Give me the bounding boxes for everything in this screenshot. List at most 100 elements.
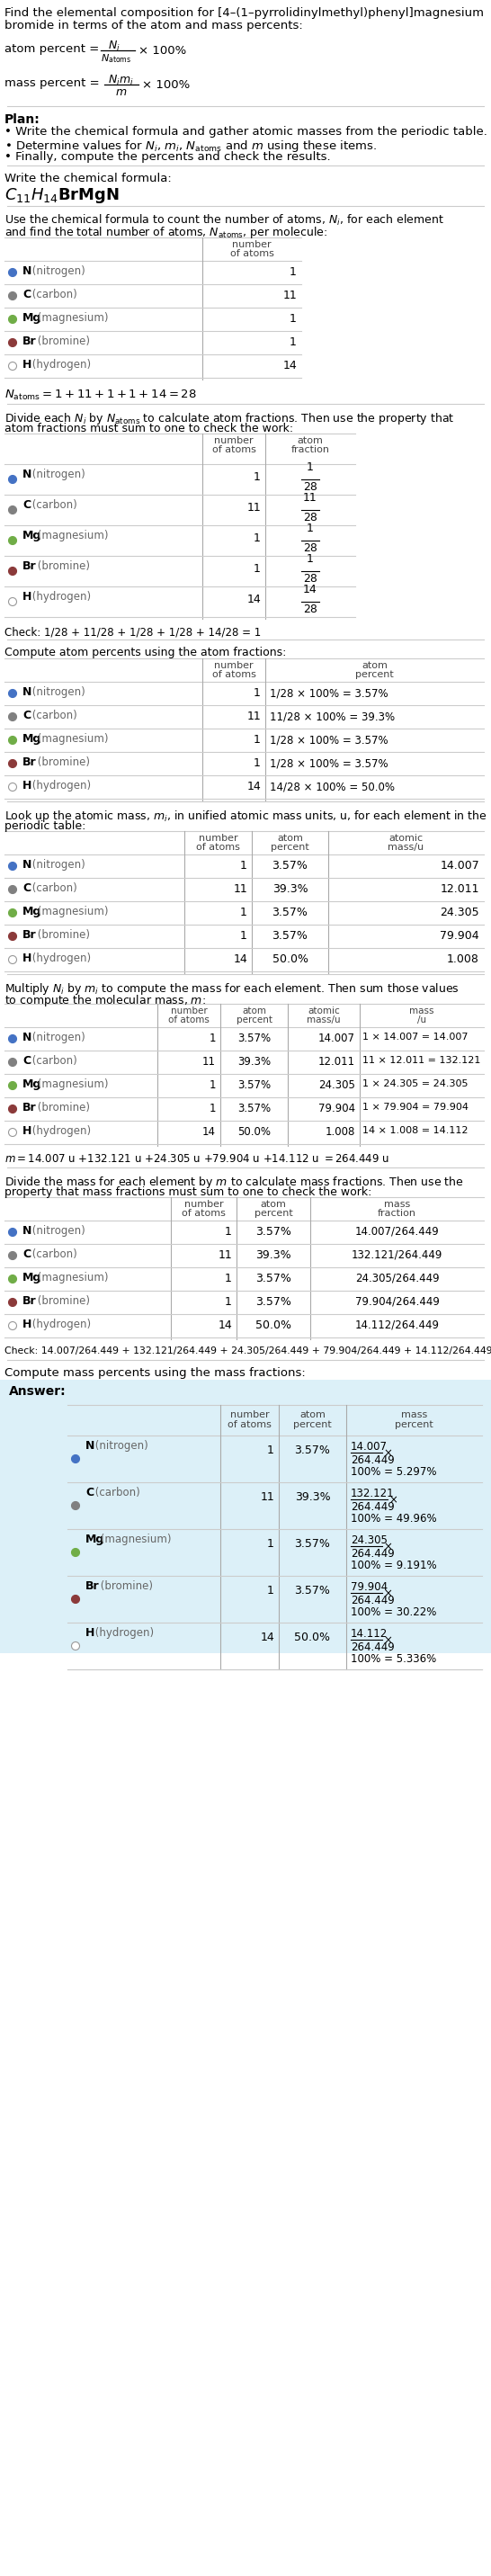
Text: 100% = 49.96%: 100% = 49.96% — [351, 1512, 436, 1525]
Circle shape — [8, 1298, 17, 1306]
Text: of atoms: of atoms — [196, 842, 240, 853]
Text: 1/28 × 100% = 3.57%: 1/28 × 100% = 3.57% — [270, 734, 388, 744]
Text: Br: Br — [23, 930, 36, 940]
Text: 11: 11 — [246, 502, 261, 513]
Text: 3.57%: 3.57% — [255, 1273, 291, 1285]
Text: atomic: atomic — [308, 1007, 340, 1015]
Text: 1/28 × 100% = 3.57%: 1/28 × 100% = 3.57% — [270, 757, 388, 770]
Circle shape — [8, 1252, 17, 1260]
Text: Compute mass percents using the mass fractions:: Compute mass percents using the mass fra… — [4, 1368, 305, 1378]
Text: mass percent =: mass percent = — [4, 77, 103, 90]
Text: 100% = 9.191%: 100% = 9.191% — [351, 1558, 436, 1571]
Text: percent: percent — [355, 670, 394, 680]
Circle shape — [8, 598, 17, 605]
Text: 264.449: 264.449 — [351, 1595, 395, 1607]
Circle shape — [8, 933, 17, 940]
Text: N: N — [23, 685, 32, 698]
Text: 28: 28 — [303, 544, 317, 554]
Text: 39.3%: 39.3% — [255, 1249, 291, 1262]
Circle shape — [8, 1229, 17, 1236]
Text: 14: 14 — [246, 781, 261, 793]
Text: Br: Br — [23, 1103, 36, 1113]
Circle shape — [8, 1082, 17, 1090]
Text: H: H — [85, 1628, 95, 1638]
Text: percent: percent — [293, 1419, 332, 1430]
Text: N: N — [85, 1440, 95, 1453]
Text: N: N — [23, 1030, 32, 1043]
Text: Answer:: Answer: — [9, 1386, 66, 1399]
Text: N: N — [23, 265, 32, 278]
Text: ×: × — [384, 1587, 393, 1600]
Text: fraction: fraction — [291, 446, 329, 453]
Text: 3.57%: 3.57% — [255, 1296, 291, 1309]
Text: (nitrogen): (nitrogen) — [29, 1030, 85, 1043]
Text: 1: 1 — [225, 1226, 232, 1236]
Text: C: C — [23, 289, 30, 301]
Text: $C_{11}H_{14}$BrMgN: $C_{11}H_{14}$BrMgN — [4, 185, 120, 206]
Text: (carbon): (carbon) — [29, 1056, 77, 1066]
Text: Mg: Mg — [23, 734, 42, 744]
Text: Write the chemical formula:: Write the chemical formula: — [4, 173, 171, 185]
Circle shape — [8, 1321, 17, 1329]
Text: 14/28 × 100% = 50.0%: 14/28 × 100% = 50.0% — [270, 781, 395, 793]
Circle shape — [8, 1275, 17, 1283]
Text: (nitrogen): (nitrogen) — [29, 1226, 85, 1236]
Text: 1: 1 — [254, 533, 261, 544]
Circle shape — [72, 1595, 80, 1602]
Text: (hydrogen): (hydrogen) — [29, 953, 91, 963]
Text: 1: 1 — [225, 1273, 232, 1285]
Text: 14: 14 — [202, 1126, 216, 1139]
Text: 1: 1 — [209, 1103, 216, 1115]
Text: Check: 1/28 + 11/28 + 1/28 + 1/28 + 14/28 = 1: Check: 1/28 + 11/28 + 1/28 + 1/28 + 14/2… — [4, 626, 261, 639]
Text: 1: 1 — [209, 1079, 216, 1092]
Text: 11/28 × 100% = 39.3%: 11/28 × 100% = 39.3% — [270, 711, 395, 721]
Text: 14.007: 14.007 — [440, 860, 479, 871]
Text: C: C — [23, 1249, 30, 1260]
Text: 11: 11 — [233, 884, 247, 894]
Text: Mg: Mg — [85, 1533, 105, 1546]
Text: 11: 11 — [303, 492, 317, 505]
Text: mass/u: mass/u — [388, 842, 424, 853]
Text: percent: percent — [236, 1015, 272, 1025]
Text: of atoms: of atoms — [230, 250, 274, 258]
Text: (carbon): (carbon) — [92, 1486, 140, 1499]
Text: atomic: atomic — [389, 835, 423, 842]
Text: number: number — [170, 1007, 207, 1015]
FancyBboxPatch shape — [0, 1381, 491, 1654]
Text: 1: 1 — [240, 930, 247, 943]
Text: atom fractions must sum to one to check the work:: atom fractions must sum to one to check … — [4, 422, 293, 435]
Text: Mg: Mg — [23, 1079, 42, 1090]
Text: × 100%: × 100% — [142, 80, 190, 90]
Text: C: C — [23, 708, 30, 721]
Text: 39.3%: 39.3% — [295, 1492, 330, 1502]
Text: 24.305/264.449: 24.305/264.449 — [355, 1273, 439, 1285]
Text: • Write the chemical formula and gather atomic masses from the periodic table.: • Write the chemical formula and gather … — [4, 126, 487, 137]
Text: 1: 1 — [307, 554, 314, 564]
Circle shape — [8, 863, 17, 871]
Text: (hydrogen): (hydrogen) — [92, 1628, 154, 1638]
Text: 1: 1 — [307, 461, 314, 474]
Text: (magnesium): (magnesium) — [34, 312, 109, 325]
Text: $N_{\mathrm{atoms}} = 1 + 11 + 1 + 1 + 14 = 28$: $N_{\mathrm{atoms}} = 1 + 11 + 1 + 1 + 1… — [4, 389, 196, 402]
Text: 11: 11 — [218, 1249, 232, 1262]
Text: 14.007: 14.007 — [351, 1440, 387, 1453]
Text: (bromine): (bromine) — [97, 1579, 153, 1592]
Circle shape — [8, 1128, 17, 1136]
Text: 14: 14 — [260, 1631, 274, 1643]
Text: 264.449: 264.449 — [351, 1548, 395, 1558]
Text: • Finally, compute the percents and check the results.: • Finally, compute the percents and chec… — [4, 152, 330, 162]
Text: ×: × — [384, 1448, 393, 1458]
Text: 132.121: 132.121 — [351, 1489, 394, 1499]
Text: (magnesium): (magnesium) — [34, 907, 109, 917]
Circle shape — [72, 1548, 80, 1556]
Text: 1 × 24.305 = 24.305: 1 × 24.305 = 24.305 — [362, 1079, 468, 1087]
Text: 100% = 30.22%: 100% = 30.22% — [351, 1607, 436, 1618]
Text: 1.008: 1.008 — [325, 1126, 355, 1139]
Text: 50.0%: 50.0% — [295, 1631, 330, 1643]
Text: 28: 28 — [303, 513, 317, 523]
Text: number: number — [214, 662, 253, 670]
Text: 28: 28 — [303, 572, 317, 585]
Text: 1: 1 — [267, 1584, 274, 1597]
Text: Br: Br — [23, 562, 36, 572]
Text: H: H — [23, 781, 32, 791]
